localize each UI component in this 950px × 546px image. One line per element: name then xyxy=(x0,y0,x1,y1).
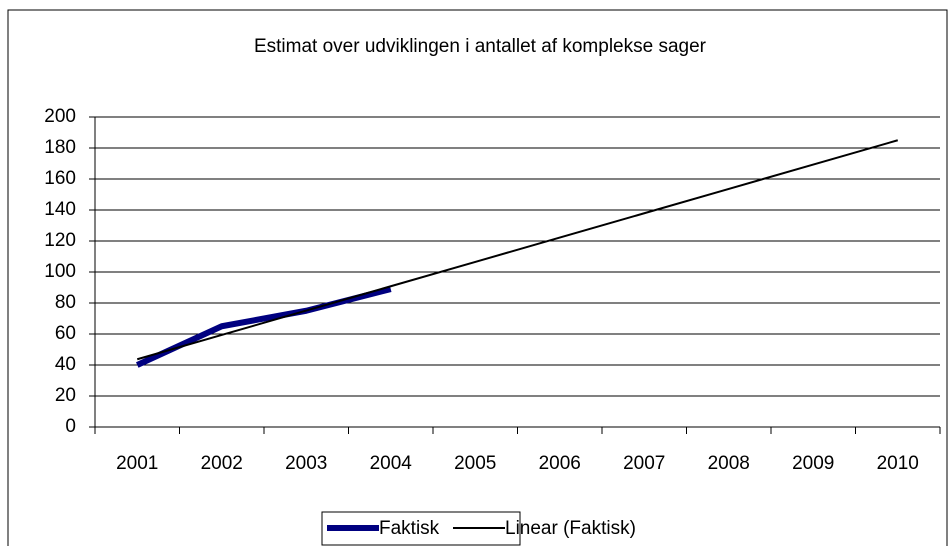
y-tick-label: 120 xyxy=(44,230,76,251)
x-tick-label: 2003 xyxy=(285,453,327,474)
y-tick-label: 20 xyxy=(55,385,76,406)
x-tick-label: 2007 xyxy=(623,453,665,474)
legend-label: Faktisk xyxy=(379,518,440,539)
series-line xyxy=(136,139,899,361)
x-tick-label: 2008 xyxy=(708,453,750,474)
y-tick-label: 160 xyxy=(44,168,76,189)
y-tick-label: 0 xyxy=(65,416,76,437)
legend-label: Linear (Faktisk) xyxy=(505,518,636,539)
y-tick-label: 80 xyxy=(55,292,76,313)
y-tick-label: 100 xyxy=(44,261,76,282)
x-tick-label: 2005 xyxy=(454,453,496,474)
chart-title: Estimat over udviklingen i antallet af k… xyxy=(254,36,707,57)
x-tick-label: 2002 xyxy=(201,453,243,474)
series-line xyxy=(135,286,392,368)
y-tick-label: 140 xyxy=(44,199,76,220)
y-tick-label: 40 xyxy=(55,354,76,375)
chart-border xyxy=(7,9,948,546)
x-tick-label: 2010 xyxy=(877,453,919,474)
y-tick-label: 200 xyxy=(44,106,76,127)
x-tick-label: 2009 xyxy=(792,453,834,474)
x-tick-label: 2004 xyxy=(370,453,413,474)
y-tick-label: 180 xyxy=(44,137,76,158)
x-tick-label: 2006 xyxy=(539,453,581,474)
x-tick-label: 2001 xyxy=(116,453,158,474)
y-tick-label: 60 xyxy=(55,323,76,344)
